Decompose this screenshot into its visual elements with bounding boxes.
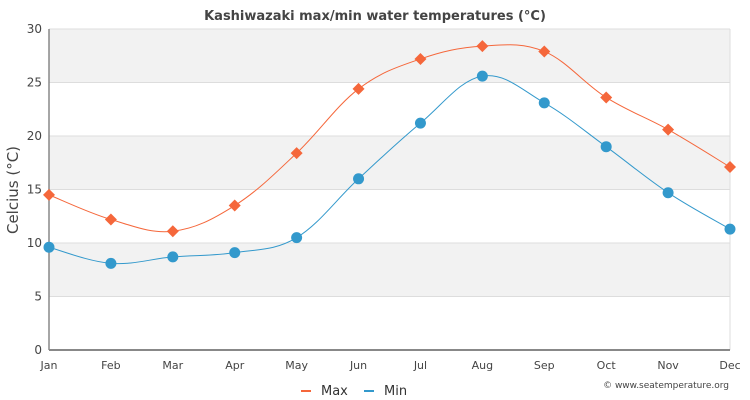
data-point-min: [414, 117, 426, 129]
gridlines: [49, 28, 731, 350]
data-point-min: [43, 241, 55, 253]
credit-text: © www.seatemperature.org: [603, 381, 729, 391]
data-point-max: [290, 147, 303, 160]
series-group: [43, 40, 736, 269]
data-point-max: [662, 123, 675, 136]
x-tick-label: Nov: [657, 359, 679, 372]
x-tick-label: Dec: [719, 359, 740, 372]
y-tick-label: 15: [27, 183, 42, 197]
data-point-max: [352, 82, 365, 95]
data-point-max: [104, 213, 117, 226]
plot-band: [49, 136, 730, 190]
y-axis-label: Celcius (°C): [4, 146, 22, 234]
x-tick-label: Apr: [225, 359, 245, 372]
y-tick-label: 20: [27, 129, 42, 143]
data-point-min: [353, 173, 365, 185]
data-point-max: [600, 91, 613, 104]
data-point-min: [229, 247, 241, 259]
x-tick-label: Jan: [40, 359, 58, 372]
x-tick-label: Sep: [534, 359, 555, 372]
x-tick-label: Mar: [162, 359, 183, 372]
series-line-max: [48, 44, 731, 233]
chart-title: Kashiwazaki max/min water temperatures (…: [204, 9, 546, 24]
plot-band: [49, 189, 730, 243]
data-point-min: [538, 97, 550, 109]
x-tick-label: Aug: [472, 359, 493, 372]
legend-label-min: Min: [384, 384, 407, 399]
data-point-max: [414, 52, 427, 65]
data-point-max: [476, 40, 489, 53]
plot-bands: [49, 29, 730, 350]
series-max: [43, 40, 736, 238]
x-tick-label: Feb: [101, 359, 120, 372]
y-tick-label: 30: [27, 22, 42, 36]
x-tick-label: Jun: [349, 359, 367, 372]
data-point-min: [291, 232, 303, 244]
y-tick-label: 0: [34, 343, 42, 357]
data-point-min: [600, 141, 612, 153]
plot-band: [49, 296, 730, 350]
y-tick-label: 25: [27, 76, 42, 90]
data-point-min: [476, 70, 488, 82]
legend: Max Min: [301, 384, 407, 399]
x-tick-label: May: [285, 359, 308, 372]
x-tick-label: Oct: [597, 359, 617, 372]
series-min: [43, 70, 736, 269]
data-point-min: [724, 223, 736, 235]
y-tick-label: 5: [34, 290, 42, 304]
plot-band: [49, 82, 730, 136]
y-axis-ticks: 0 5 10 15 20 25 30: [27, 22, 42, 357]
data-point-min: [105, 257, 117, 269]
data-point-max: [166, 225, 179, 238]
x-axis-ticks: Jan Feb Mar Apr May Jun Jul Aug Sep Oct Nov Dec: [40, 359, 741, 372]
data-point-min: [662, 187, 674, 199]
data-point-max: [724, 161, 736, 174]
plot-band: [49, 29, 730, 83]
plot-band: [49, 243, 730, 297]
data-point-max: [538, 45, 551, 58]
data-point-min: [167, 251, 179, 263]
x-tick-label: Jul: [413, 359, 427, 372]
legend-label-max: Max: [321, 384, 348, 399]
data-point-max: [228, 199, 241, 212]
y-tick-label: 10: [27, 236, 42, 250]
data-point-max: [43, 188, 55, 201]
